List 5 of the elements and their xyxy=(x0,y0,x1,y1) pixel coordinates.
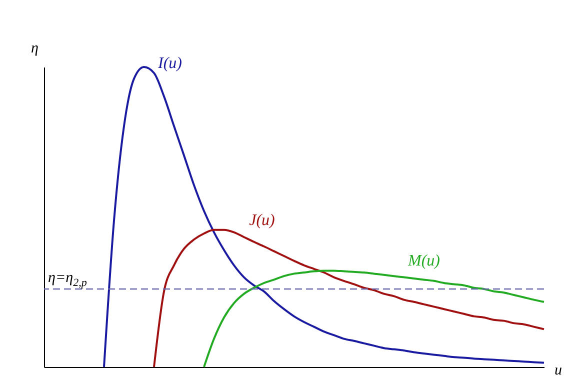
x-axis-title: u xyxy=(554,362,562,377)
series-label: M(u) xyxy=(407,252,440,270)
series-label: I(u) xyxy=(157,55,182,72)
series-label: J(u) xyxy=(249,212,275,229)
y-axis-title: η xyxy=(31,40,38,56)
